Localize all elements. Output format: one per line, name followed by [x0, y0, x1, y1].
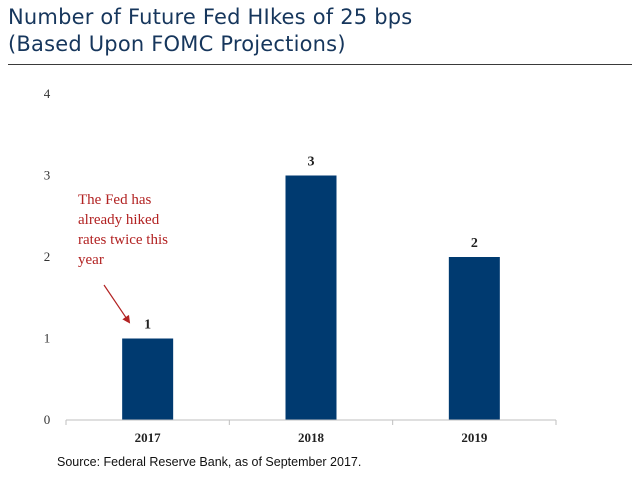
- bar: [285, 175, 337, 420]
- data-label: 2: [471, 236, 478, 251]
- data-labels: 1 3 2: [144, 155, 478, 333]
- chart-title: Number of Future Fed HIkes of 25 bps: [8, 5, 413, 29]
- annotation-line: The Fed has: [78, 192, 152, 208]
- source-note: Source: Federal Reserve Bank, as of Sept…: [57, 455, 362, 469]
- annotation-arrow: [103, 284, 131, 324]
- data-label: 1: [144, 318, 151, 333]
- annotation-line: year: [78, 252, 104, 268]
- annotation-line: rates twice this: [78, 232, 168, 248]
- y-axis-ticks: 0 1 2 3 4: [44, 86, 51, 427]
- y-tick-label: 3: [44, 168, 51, 183]
- x-tick-label: 2018: [298, 430, 325, 445]
- x-axis-tick-marks: [65, 420, 557, 425]
- annotation-line: already hiked: [78, 212, 160, 228]
- y-tick-label: 1: [44, 331, 51, 346]
- x-tick-label: 2019: [461, 430, 488, 445]
- annotation-text: The Fed has already hiked rates twice th…: [78, 190, 208, 270]
- x-tick-label: 2017: [135, 430, 162, 445]
- arrow-line: [103, 284, 131, 324]
- chart-subtitle: (Based Upon FOMC Projections): [8, 32, 346, 56]
- bar: [122, 338, 174, 420]
- data-label: 3: [308, 155, 315, 170]
- x-axis-labels: 2017 2018 2019: [135, 430, 488, 445]
- chart-title-block: Number of Future Fed HIkes of 25 bps (Ba…: [8, 4, 628, 58]
- y-tick-label: 4: [44, 86, 51, 101]
- title-divider: [8, 64, 632, 65]
- bar: [448, 257, 500, 420]
- bars: [122, 175, 500, 420]
- y-tick-label: 2: [44, 249, 51, 264]
- y-tick-label: 0: [44, 412, 51, 427]
